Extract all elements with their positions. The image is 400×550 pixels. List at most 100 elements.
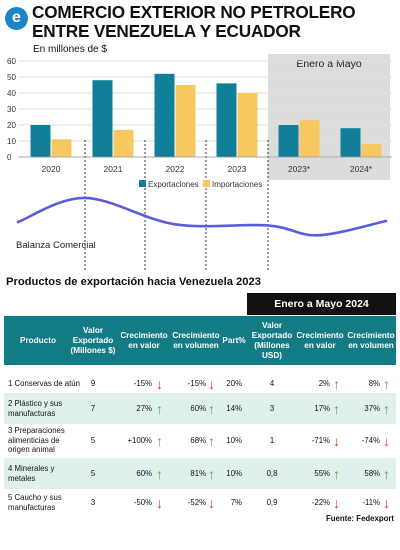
arrow-up-icon: ↑ [383, 465, 390, 482]
source-note: Fuente: Fedexport [325, 514, 394, 523]
cell-part: 10% [226, 435, 242, 445]
bar-importaciones [113, 129, 134, 157]
col-crec-valor: Crecimiento en valor [120, 330, 168, 350]
x-tick-label: 2020 [42, 164, 61, 174]
bar-importaciones [299, 120, 320, 157]
bar-importaciones [237, 93, 258, 157]
arrow-down-icon: ↓ [333, 494, 340, 511]
cell-crec-volumen-2024: 8% [368, 378, 380, 388]
legend-label-exportaciones: Exportaciones [148, 180, 199, 189]
balanza-comercial-line [16, 196, 388, 237]
cell-crec-volumen: 81% [190, 468, 206, 478]
col-crec-volumen: Crecimiento en volumen [172, 330, 220, 350]
bar-exportaciones [278, 125, 299, 157]
cell-part: 20% [226, 378, 242, 388]
bar-and-line-chart: Enero a Mayo 0 10 20 30 40 50 60 2020 2021 2022 202… [7, 54, 392, 270]
shaded-period-region [268, 54, 390, 180]
arrow-up-icon: ↑ [333, 400, 340, 417]
title-line-2: ENTRE VENEZUELA Y ECUADOR [32, 21, 301, 41]
cell-crec-valor: -50% [133, 497, 152, 507]
cell-crec-volumen: -52% [187, 497, 206, 507]
table-header: Producto Valor Exportado (Millones $) Cr… [4, 316, 396, 365]
cell-valor: 9 [90, 378, 96, 388]
arrow-down-icon: ↓ [208, 375, 215, 392]
legend-swatch-importaciones [203, 180, 210, 187]
bar-exportaciones [92, 80, 113, 157]
arrow-down-icon: ↓ [383, 494, 390, 511]
bar-exportaciones [30, 125, 51, 157]
cell-producto: 3 Preparaciones alimenticias de origen a… [8, 426, 65, 455]
y-tick-label: 30 [7, 105, 16, 114]
cell-crec-valor: -15% [133, 378, 152, 388]
cell-crec-volumen-2024: -11% [362, 497, 380, 507]
cell-producto: 1 Conservas de atún [8, 378, 80, 388]
cell-crec-valor-2024: -22% [311, 497, 330, 507]
col-part: Part% [222, 335, 246, 345]
cell-crec-valor: +100% [127, 435, 153, 445]
table-row: 4 Minerales y metales 5 60% 81% 10% 0,8 55% 58%… [4, 458, 396, 489]
arrow-up-icon: ↑ [156, 400, 163, 417]
title-line-1: COMERCIO EXTERIOR NO PETROLERO [32, 2, 356, 22]
arrow-up-icon: ↑ [208, 400, 215, 417]
elcomercio-logo: e [5, 7, 28, 30]
x-tick-label: 2024* [350, 164, 373, 174]
chart-unit-label: En millones de $ [33, 44, 107, 55]
x-tick-label: 2023 [228, 164, 247, 174]
balanza-comercial-label: Balanza Comercial [16, 240, 96, 251]
bar-exportaciones [340, 128, 361, 157]
col-valor: Valor Exportado (Millones $) [70, 325, 116, 355]
cell-crec-valor-2024: 17% [314, 403, 330, 413]
cell-producto: 2 Plástico y sus manufacturas [8, 399, 63, 418]
cell-crec-valor-2024: -71% [311, 435, 330, 445]
cell-crec-valor-2024: 55% [314, 468, 330, 478]
legend-swatch-exportaciones [139, 180, 146, 187]
cell-crec-volumen-2024: -74% [361, 435, 380, 445]
x-tick-label: 2022 [166, 164, 185, 174]
cell-valor-2024: 0,9 [266, 497, 278, 507]
table-row: 3 Preparaciones alimenticias de origen a… [4, 425, 396, 456]
col-producto: Producto [20, 335, 56, 345]
cell-part: 14% [226, 403, 242, 413]
cell-producto: 5 Caucho y sus manufacturas [8, 493, 62, 512]
col-crec-valor-2024: Crecimiento en valor [296, 330, 344, 350]
arrow-up-icon: ↑ [156, 432, 163, 449]
arrow-down-icon: ↓ [208, 494, 215, 511]
cell-crec-volumen-2024: 37% [364, 403, 380, 413]
cell-valor: 5 [90, 468, 96, 478]
arrow-up-icon: ↑ [383, 375, 390, 392]
cell-valor: 7 [90, 403, 96, 413]
bar-importaciones [361, 144, 382, 157]
y-tick-label: 50 [7, 73, 16, 82]
cell-part: 7% [230, 497, 242, 507]
bar-exportaciones [154, 73, 175, 157]
col-valor-2024: Valor Exportado (Millones USD) [251, 320, 293, 360]
cell-crec-volumen: -15% [187, 378, 206, 388]
arrow-up-icon: ↑ [333, 465, 340, 482]
cell-crec-valor: 27% [136, 403, 152, 413]
bar-importaciones [175, 85, 196, 157]
legend-label-importaciones: Importaciones [212, 180, 262, 189]
period-header: Enero a Mayo 2024 [247, 293, 396, 315]
y-tick-label: 10 [7, 137, 16, 146]
cell-crec-valor-2024: 2% [318, 378, 330, 388]
cell-valor: 3 [90, 497, 96, 507]
table-row: 5 Caucho y sus manufacturas 3 -50% -52% 7% 0,… [4, 487, 396, 518]
shaded-region-label: Enero a Mayo [296, 58, 362, 70]
x-tick-label: 2023* [288, 164, 311, 174]
arrow-down-icon: ↓ [333, 432, 340, 449]
cell-crec-volumen: 68% [190, 435, 206, 445]
cell-crec-volumen-2024: 58% [364, 468, 380, 478]
table-row: 1 Conservas de atún 9 -15% -15% 20% 4 2% 8% ↓ ↓ ↑ ↑ [4, 368, 396, 399]
table-section-title: Productos de exportación hacia Venezuela… [6, 276, 261, 288]
y-tick-label: 20 [7, 121, 16, 130]
cell-valor-2024: 3 [269, 403, 275, 413]
arrow-up-icon: ↑ [383, 400, 390, 417]
cell-valor-2024: 1 [269, 435, 275, 445]
arrow-down-icon: ↓ [383, 432, 390, 449]
cell-valor-2024: 4 [269, 378, 275, 388]
y-tick-label: 0 [7, 153, 12, 162]
arrow-up-icon: ↑ [333, 375, 340, 392]
cell-crec-volumen: 60% [190, 403, 206, 413]
table-row: 2 Plástico y sus manufacturas 7 27% 60% 14% 3… [4, 393, 396, 424]
y-tick-label: 40 [7, 89, 16, 98]
